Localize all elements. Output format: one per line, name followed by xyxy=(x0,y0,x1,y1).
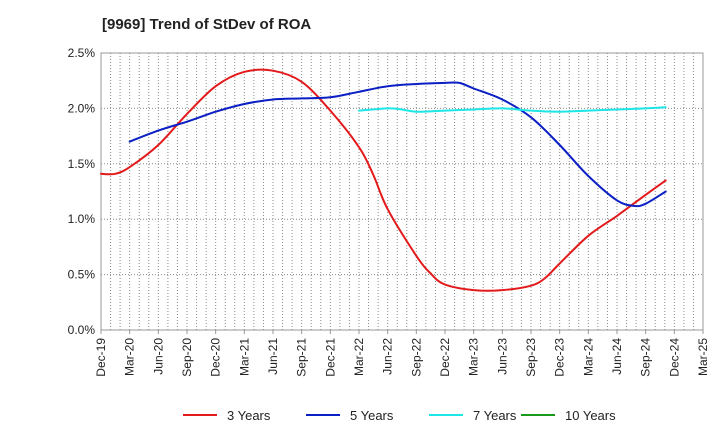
grid-lines xyxy=(101,53,703,330)
x-tick-label: Mar-24 xyxy=(581,338,595,376)
x-axis-ticks: Dec-19 Mar-20 Jun-20 Sep-20 Dec-20 Mar-21 Jun-… xyxy=(94,330,710,377)
x-tick-label: Sep-21 xyxy=(295,338,309,377)
legend-label: 10 Years xyxy=(565,407,616,423)
x-tick-label: Jun-22 xyxy=(381,338,395,375)
x-tick-label: Dec-22 xyxy=(438,338,452,377)
y-tick-label: 0.0% xyxy=(68,323,96,337)
x-tick-label: Sep-20 xyxy=(180,338,194,377)
x-tick-label: Mar-20 xyxy=(123,338,137,376)
legend-label: 3 Years xyxy=(227,407,271,423)
x-tick-label: Mar-23 xyxy=(467,338,481,376)
x-tick-label: Dec-24 xyxy=(667,338,681,377)
x-tick-label: Dec-19 xyxy=(94,338,108,377)
x-tick-label: Jun-24 xyxy=(610,338,624,375)
plot-area xyxy=(100,52,704,331)
x-tick-label: Jun-21 xyxy=(266,338,280,375)
legend-swatch xyxy=(429,414,463,416)
x-tick-label: Mar-22 xyxy=(352,338,366,376)
series-line-3-years xyxy=(100,68,667,292)
x-tick-label: Dec-21 xyxy=(323,338,337,377)
series-line-7-years xyxy=(358,106,667,113)
x-tick-label: Sep-23 xyxy=(524,338,538,377)
x-tick-label: Dec-23 xyxy=(553,338,567,377)
y-tick-label: 1.5% xyxy=(68,157,96,171)
legend-item: 3 Years xyxy=(183,404,270,426)
legend-label: 5 Years xyxy=(350,407,394,423)
y-tick-label: 2.0% xyxy=(68,101,96,115)
x-tick-label: Mar-21 xyxy=(237,338,251,376)
chart-title: [9969] Trend of StDev of ROA xyxy=(102,16,312,33)
series-line-5-years xyxy=(128,81,667,208)
legend-item: 5 Years xyxy=(306,404,393,426)
x-tick-label: Sep-24 xyxy=(639,338,653,377)
legend-label: 7 Years xyxy=(473,407,517,423)
x-tick-label: Sep-22 xyxy=(409,338,423,377)
y-tick-label: 2.5% xyxy=(68,46,96,60)
legend-swatch xyxy=(306,414,340,416)
x-tick-label: Dec-20 xyxy=(209,338,223,377)
legend-swatch xyxy=(183,414,217,416)
legend-item: 10 Years xyxy=(521,404,616,426)
y-tick-label: 1.0% xyxy=(68,212,96,226)
legend-swatch xyxy=(521,414,555,416)
x-tick-label: Jun-20 xyxy=(151,338,165,375)
y-tick-label: 0.5% xyxy=(68,268,96,282)
series-lines xyxy=(100,68,667,292)
y-axis-ticks: 0.0% 0.5% 1.0% 1.5% 2.0% 2.5% xyxy=(68,46,96,337)
legend-item: 7 Years xyxy=(429,404,516,426)
x-tick-label: Jun-23 xyxy=(495,338,509,375)
legend: 3 Years 5 Years 7 Years 10 Years xyxy=(0,404,720,426)
x-tick-label: Mar-25 xyxy=(696,338,710,376)
